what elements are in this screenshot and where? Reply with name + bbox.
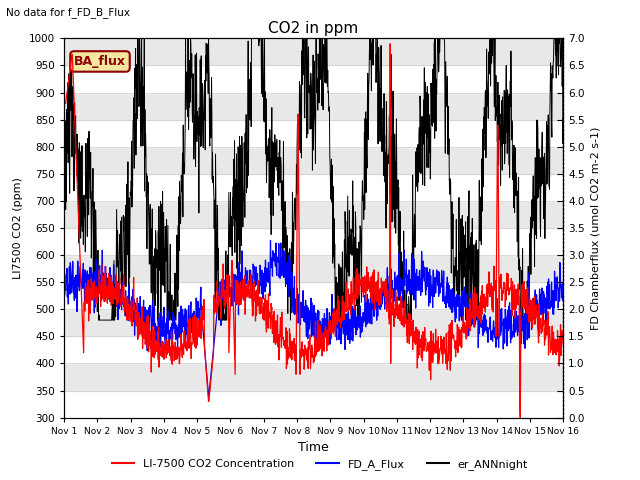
Y-axis label: LI7500 CO2 (ppm): LI7500 CO2 (ppm) bbox=[13, 177, 23, 279]
Bar bbox=[64, 120, 563, 147]
Bar bbox=[64, 255, 563, 282]
Text: No data for f_FD_B_Flux: No data for f_FD_B_Flux bbox=[6, 7, 131, 18]
Bar bbox=[64, 309, 563, 336]
Bar bbox=[64, 93, 563, 120]
Bar bbox=[64, 174, 563, 201]
Legend: LI-7500 CO2 Concentration, FD_A_Flux, er_ANNnight: LI-7500 CO2 Concentration, FD_A_Flux, er… bbox=[108, 455, 532, 474]
Bar bbox=[64, 282, 563, 309]
Bar bbox=[64, 65, 563, 93]
X-axis label: Time: Time bbox=[298, 441, 329, 454]
Bar bbox=[64, 228, 563, 255]
Bar bbox=[64, 336, 563, 363]
Bar bbox=[64, 147, 563, 174]
Bar bbox=[64, 391, 563, 418]
Title: CO2 in ppm: CO2 in ppm bbox=[268, 21, 359, 36]
Text: BA_flux: BA_flux bbox=[74, 55, 126, 68]
Bar bbox=[64, 363, 563, 391]
Bar bbox=[64, 201, 563, 228]
Bar bbox=[64, 38, 563, 65]
Y-axis label: FD Chamberflux (umol CO2 m-2 s-1): FD Chamberflux (umol CO2 m-2 s-1) bbox=[590, 126, 600, 330]
